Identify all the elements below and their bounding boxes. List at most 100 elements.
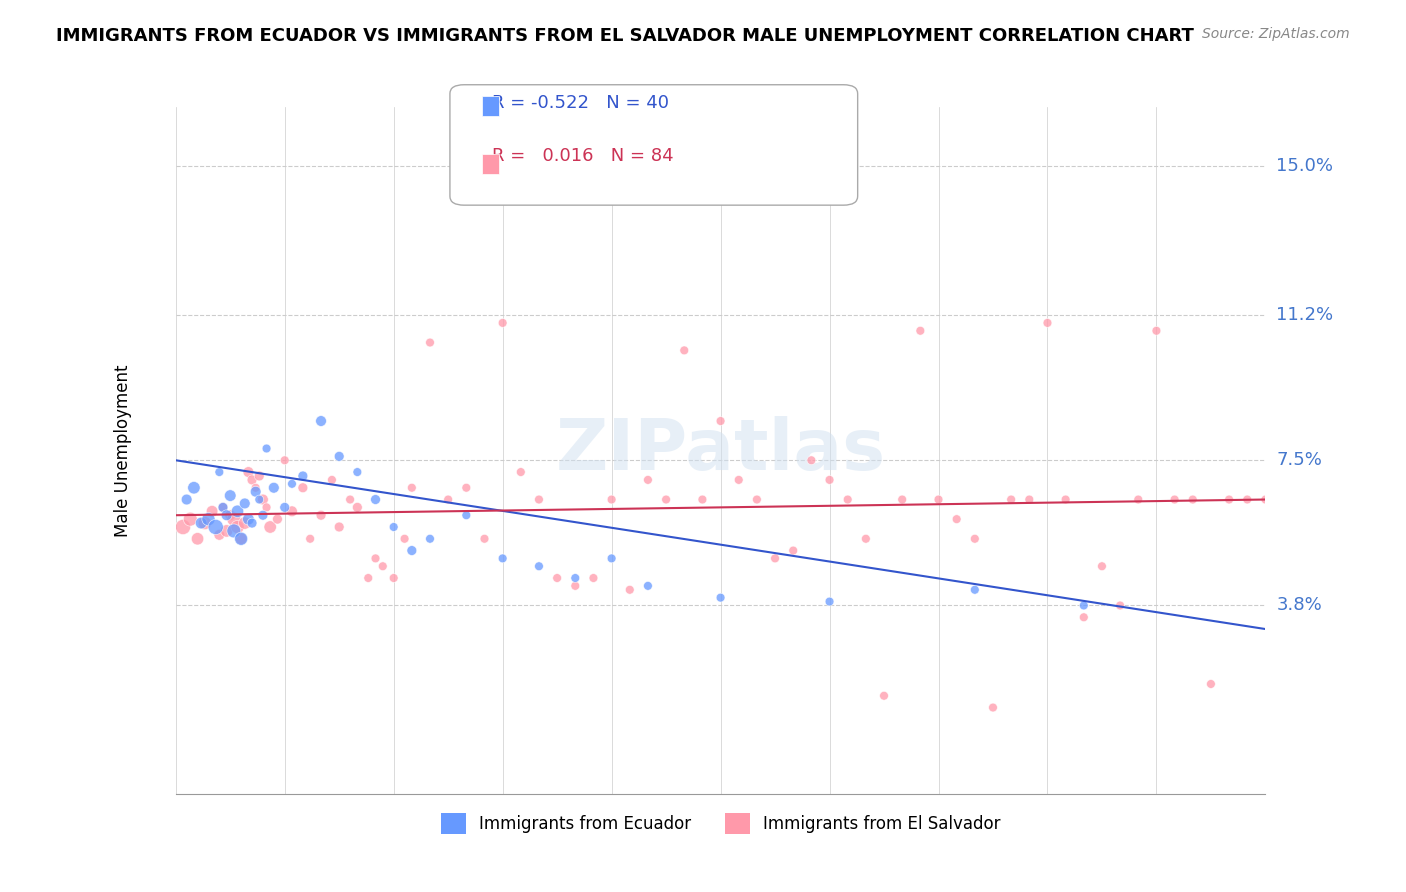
Point	[172, 520, 194, 534]
Point	[692, 492, 714, 507]
Point	[194, 516, 217, 530]
Point	[419, 532, 441, 546]
Point	[818, 594, 841, 608]
Point	[274, 500, 297, 515]
Point	[600, 492, 623, 507]
Point	[215, 508, 238, 523]
Point	[321, 473, 343, 487]
Point	[891, 492, 914, 507]
Point	[215, 524, 238, 538]
Point	[1000, 492, 1022, 507]
Point	[357, 571, 380, 585]
Point	[981, 700, 1004, 714]
Point	[564, 579, 586, 593]
Point	[231, 532, 253, 546]
Point	[183, 481, 205, 495]
Point	[238, 465, 260, 479]
Point	[222, 512, 245, 526]
Point	[600, 551, 623, 566]
Point	[252, 508, 274, 523]
Point	[1036, 316, 1059, 330]
Point	[727, 473, 749, 487]
Point	[382, 571, 405, 585]
Point	[256, 500, 278, 515]
Point	[291, 469, 314, 483]
Text: 15.0%: 15.0%	[1277, 157, 1333, 175]
Point	[226, 504, 249, 518]
Point	[456, 481, 478, 495]
Point	[266, 512, 288, 526]
Text: R = -0.522   N = 40: R = -0.522 N = 40	[492, 94, 669, 112]
Point	[371, 559, 394, 574]
Point	[231, 532, 253, 546]
Point	[190, 516, 212, 530]
Point	[291, 481, 314, 495]
Point	[274, 453, 297, 467]
Point	[197, 512, 219, 526]
Point	[328, 450, 350, 464]
Point	[456, 508, 478, 523]
Point	[401, 481, 423, 495]
Point	[437, 492, 460, 507]
Point	[179, 512, 201, 526]
Point	[637, 473, 659, 487]
Point	[582, 571, 605, 585]
Point	[1199, 677, 1222, 691]
Point	[637, 579, 659, 593]
Point	[655, 492, 678, 507]
Point	[240, 516, 263, 530]
Point	[546, 571, 568, 585]
Point	[910, 324, 932, 338]
Point	[1163, 492, 1185, 507]
Point	[527, 559, 550, 574]
Point	[1272, 492, 1295, 507]
Point	[346, 500, 368, 515]
Point	[247, 492, 270, 507]
Text: 3.8%: 3.8%	[1277, 597, 1322, 615]
Point	[299, 532, 322, 546]
Text: 7.5%: 7.5%	[1277, 451, 1322, 469]
Point	[509, 465, 531, 479]
Text: 11.2%: 11.2%	[1277, 306, 1333, 324]
Point	[818, 473, 841, 487]
Point	[208, 528, 231, 542]
Point	[219, 489, 242, 503]
Point	[800, 453, 823, 467]
Point	[212, 500, 235, 515]
Point	[492, 316, 515, 330]
Point	[619, 582, 641, 597]
Point	[309, 414, 332, 428]
Point	[382, 520, 405, 534]
Point	[176, 492, 198, 507]
Point	[1018, 492, 1040, 507]
Point	[1073, 610, 1095, 624]
Point	[201, 504, 224, 518]
Point	[339, 492, 361, 507]
Point	[782, 543, 804, 558]
Point	[394, 532, 416, 546]
Point	[492, 551, 515, 566]
Point	[346, 465, 368, 479]
Point	[710, 414, 733, 428]
Point	[233, 496, 256, 510]
Point	[945, 512, 967, 526]
Text: Source: ZipAtlas.com: Source: ZipAtlas.com	[1202, 27, 1350, 41]
Point	[364, 551, 387, 566]
Point	[963, 582, 986, 597]
Point	[328, 520, 350, 534]
Point	[233, 516, 256, 530]
Point	[245, 484, 267, 499]
Point	[745, 492, 768, 507]
Point	[212, 500, 235, 515]
Point	[219, 508, 242, 523]
Point	[928, 492, 950, 507]
Point	[281, 504, 304, 518]
Point	[673, 343, 696, 358]
Point	[245, 481, 267, 495]
Point	[186, 532, 209, 546]
Point	[309, 508, 332, 523]
Point	[263, 481, 285, 495]
Point	[1091, 559, 1114, 574]
Point	[364, 492, 387, 507]
Point	[837, 492, 859, 507]
